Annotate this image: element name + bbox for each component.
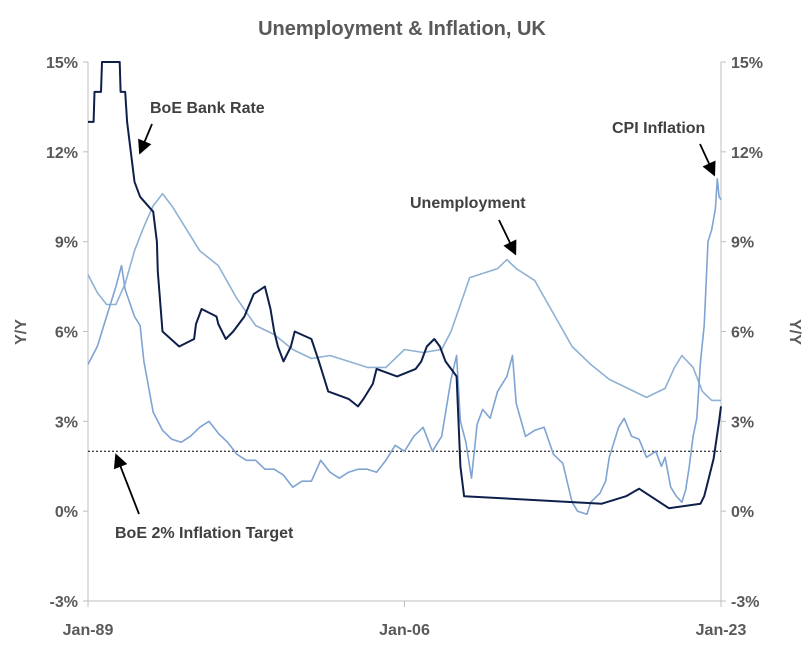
- y-tick-label-right: 15%: [731, 55, 763, 72]
- series-line-boe-bank-rate: [88, 61, 722, 510]
- chart-title: Unemployment & Inflation, UK: [258, 18, 546, 40]
- y-tick-label-right: 6%: [731, 325, 754, 342]
- y-tick-label-left: 9%: [55, 235, 78, 252]
- x-tick-label: Jan-06: [379, 622, 430, 639]
- y-tick-label-left: 6%: [55, 325, 78, 342]
- series-line-unemployment: [87, 193, 721, 402]
- arrow-unemployment: [498, 219, 517, 256]
- y-axis-label-right: Y/Y: [786, 319, 803, 345]
- annotation-bank-rate: BoE Bank Rate: [150, 100, 265, 117]
- annotation-cpi: CPI Inflation: [612, 120, 705, 137]
- y-tick-label-left: 0%: [55, 504, 78, 521]
- y-tick-label-left: 3%: [55, 414, 78, 431]
- x-tick-label: Jan-23: [696, 622, 747, 639]
- arrow-cpi: [699, 143, 716, 177]
- annotation-target: BoE 2% Inflation Target: [115, 525, 294, 542]
- y-tick-label-right: 12%: [731, 145, 763, 162]
- series-line-cpi-inflation: [87, 178, 722, 515]
- y-tick-label-right: 3%: [731, 414, 754, 431]
- y-tick-label-right: 0%: [731, 504, 754, 521]
- y-tick-label-right: -3%: [731, 594, 759, 611]
- y-axis-label-left: Y/Y: [13, 319, 30, 345]
- y-tick-label-left: 15%: [46, 55, 78, 72]
- arrow-target: [113, 453, 140, 515]
- x-tick-label: Jan-89: [63, 622, 114, 639]
- arrow-bank-rate: [138, 123, 153, 155]
- y-tick-label-left: 12%: [46, 145, 78, 162]
- annotation-unemployment: Unemployment: [410, 195, 526, 212]
- y-tick-label-left: -3%: [50, 594, 78, 611]
- plot-area: 15% 15% 12% 12% 9% 9% 6% 6% 3% 3% 0% 0% -3% -3% Jan-89…: [46, 55, 763, 639]
- y-tick-label-right: 9%: [731, 235, 754, 252]
